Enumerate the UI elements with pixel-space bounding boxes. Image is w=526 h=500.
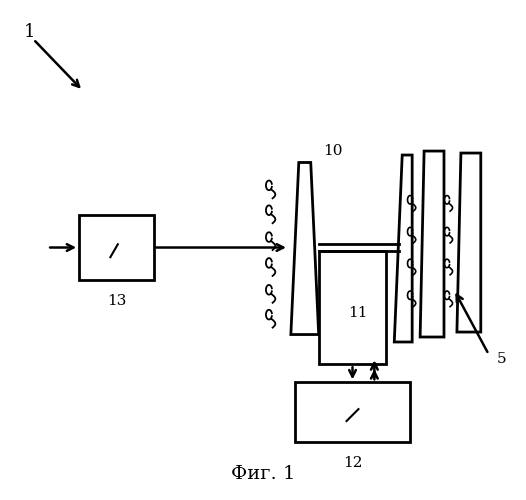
Text: 1: 1: [23, 24, 35, 42]
Polygon shape: [420, 151, 444, 337]
Polygon shape: [394, 155, 412, 342]
Text: 13: 13: [107, 294, 126, 308]
Polygon shape: [457, 153, 481, 332]
Text: 10: 10: [322, 144, 342, 158]
Text: 12: 12: [343, 456, 362, 470]
Text: 5: 5: [497, 352, 507, 366]
Text: 11: 11: [348, 306, 367, 320]
Text: Фиг. 1: Фиг. 1: [231, 465, 295, 483]
Bar: [295, 382, 410, 442]
Polygon shape: [291, 162, 319, 334]
Bar: [319, 251, 386, 364]
Bar: [79, 215, 154, 280]
